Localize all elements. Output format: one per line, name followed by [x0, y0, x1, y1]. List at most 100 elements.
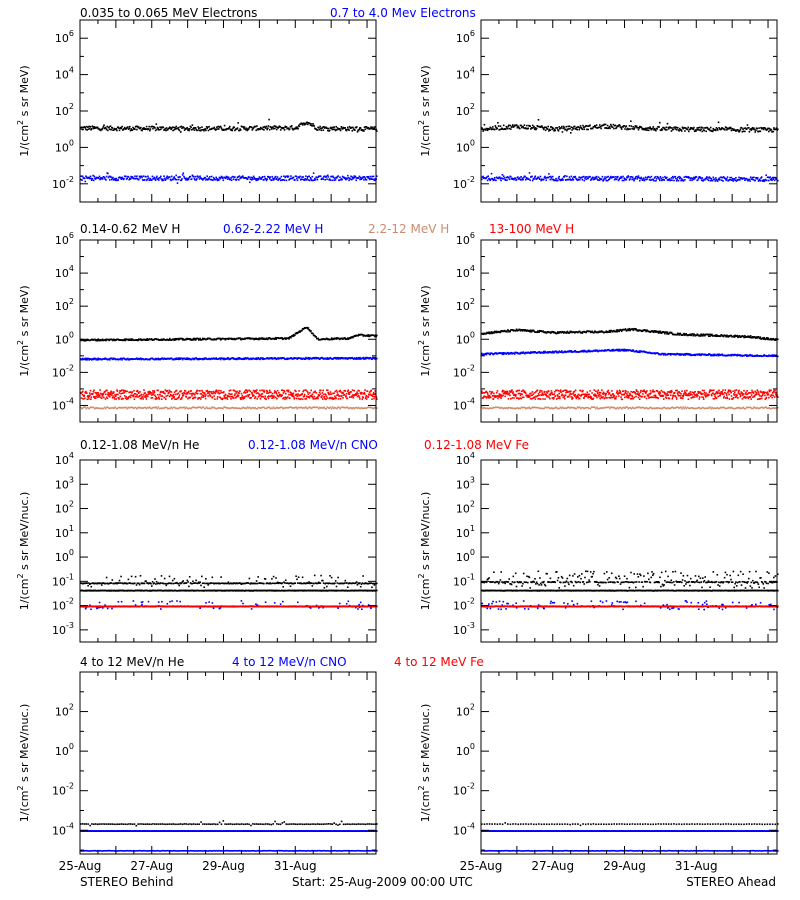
- data-point: [628, 125, 631, 127]
- data-point: [312, 172, 315, 174]
- data-point: [544, 406, 547, 408]
- data-point: [695, 334, 698, 337]
- data-point: [305, 398, 308, 400]
- data-point: [363, 176, 366, 178]
- data-point: [345, 395, 347, 397]
- data-point: [314, 406, 317, 409]
- data-point: [235, 357, 237, 360]
- data-point: [98, 177, 100, 180]
- data-point: [533, 178, 535, 180]
- data-point: [676, 178, 678, 181]
- data-point: [502, 178, 504, 180]
- data-point: [135, 395, 138, 398]
- data-point: [341, 395, 343, 397]
- data-point: [306, 396, 309, 398]
- data-point: [205, 394, 207, 396]
- data-point: [628, 176, 630, 178]
- data-point: [684, 179, 686, 181]
- data-point: [342, 397, 344, 399]
- data-point: [603, 177, 606, 180]
- data-point: [323, 126, 325, 128]
- data-point: [766, 128, 769, 130]
- data-point: [523, 124, 526, 126]
- data-point: [319, 406, 321, 409]
- data-point: [310, 123, 312, 125]
- data-point: [348, 392, 350, 394]
- data-point: [376, 357, 378, 360]
- data-point: [347, 392, 350, 395]
- data-point: [595, 175, 598, 178]
- data-point: [179, 406, 181, 409]
- data-point: [184, 392, 186, 395]
- data-point: [506, 331, 508, 333]
- data-point: [621, 349, 624, 352]
- data-point: [172, 394, 174, 397]
- data-point: [267, 397, 270, 400]
- data-point: [746, 355, 748, 357]
- data-point: [189, 357, 191, 360]
- data-point: [736, 334, 738, 337]
- data-point: [337, 406, 339, 408]
- data-point: [312, 332, 314, 335]
- data-point: [490, 407, 493, 410]
- data-point: [607, 175, 609, 178]
- data-point: [305, 406, 307, 408]
- data-point: [314, 335, 316, 337]
- data-point: [266, 178, 268, 180]
- data-point: [178, 358, 180, 361]
- data-point: [303, 122, 305, 124]
- data-point: [749, 176, 752, 178]
- data-point: [492, 126, 494, 128]
- data-point: [138, 126, 140, 128]
- data-point: [495, 331, 497, 334]
- data-point: [529, 352, 531, 355]
- data-point: [346, 397, 349, 400]
- legend-entry: 2.2-12 MeV H: [368, 222, 449, 236]
- data-point: [617, 348, 619, 351]
- data-point: [344, 337, 346, 339]
- data-point: [270, 128, 273, 130]
- data-point: [561, 125, 563, 128]
- data-point: [585, 178, 588, 181]
- data-point: [673, 126, 676, 129]
- data-point: [208, 393, 211, 396]
- data-point: [376, 175, 378, 177]
- data-point: [243, 390, 246, 393]
- data-point: [705, 177, 707, 180]
- data-point: [529, 407, 531, 410]
- data-point: [562, 127, 564, 130]
- data-point: [120, 357, 123, 360]
- data-point: [204, 397, 207, 400]
- data-point: [177, 176, 179, 178]
- data-point: [187, 128, 190, 130]
- data-point: [87, 126, 89, 128]
- data-point: [301, 178, 304, 181]
- data-point: [270, 394, 273, 397]
- data-point: [173, 176, 176, 178]
- series-2: [481, 406, 779, 410]
- data-point: [625, 125, 628, 127]
- data-point: [295, 175, 297, 178]
- data-point: [671, 127, 673, 129]
- data-point: [361, 392, 363, 394]
- data-point: [339, 407, 341, 410]
- data-point: [232, 407, 235, 409]
- data-point: [730, 176, 733, 179]
- data-point: [246, 406, 249, 408]
- data-point: [334, 338, 337, 340]
- data-point: [367, 176, 370, 178]
- data-point: [622, 175, 624, 178]
- data-point: [644, 178, 646, 181]
- data-point: [345, 396, 347, 398]
- data-point: [553, 128, 556, 131]
- data-point: [138, 395, 141, 397]
- data-point: [738, 131, 740, 133]
- data-point: [328, 393, 331, 395]
- data-point: [238, 357, 241, 359]
- data-point: [260, 393, 263, 396]
- data-point: [161, 357, 164, 360]
- data-point: [330, 407, 333, 410]
- data-point: [359, 398, 361, 400]
- data-point: [90, 177, 92, 180]
- data-point: [654, 331, 657, 333]
